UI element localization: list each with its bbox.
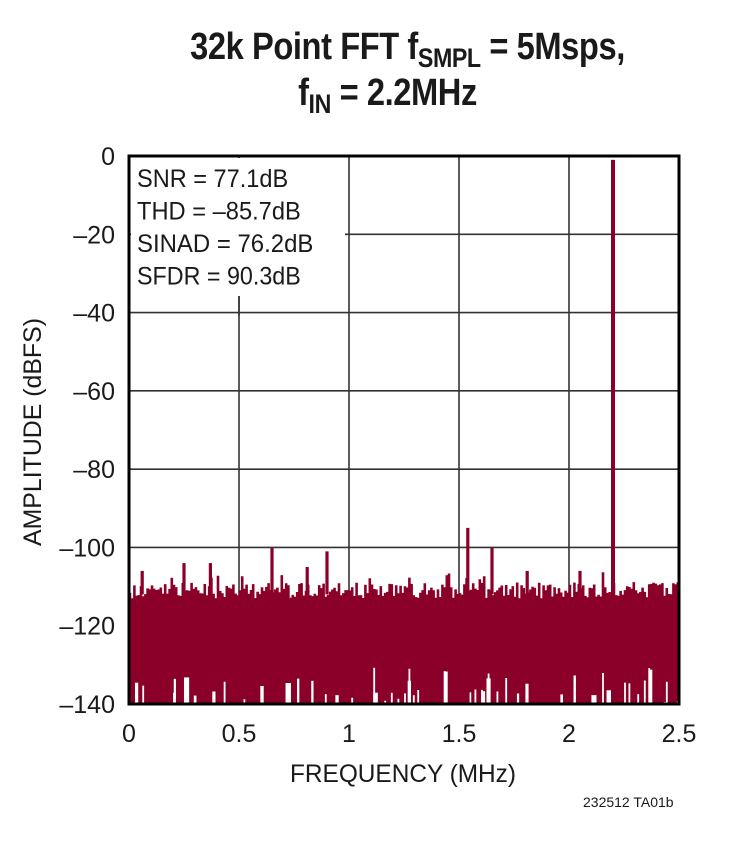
y-tick-label: –100 [59,534,115,562]
chart-title-line2: fIN = 2.2MHz [298,72,477,119]
stats-annotation: SNR = 77.1dB THD = –85.7dB SINAD = 76.2dB S… [137,165,348,316]
x-tick-label: 0 [122,720,136,748]
y-tick-label: –120 [59,613,115,641]
y-axis-ticks: 0 –20 –40 –60 –80 –100 –120 –140 [59,143,115,719]
figure-code: 232512 TA01b [583,794,674,810]
x-tick-label: 2.5 [662,720,697,748]
y-tick-label: 0 [101,143,115,171]
noise-floor [128,572,680,704]
x-axis-ticks: 0 0.5 1 1.5 2 2.5 [122,720,696,748]
x-tick-label: 2 [562,720,576,748]
stats-box-background [131,158,345,296]
x-tick-label: 1 [342,720,356,748]
chart-title-line1: 32k Point FFT fSMPL = 5Msps, [190,26,625,73]
y-tick-label: –20 [73,221,115,249]
stat-line: SNR = 77.1dB [137,165,288,193]
y-tick-label: –40 [73,300,115,328]
y-axis-label: AMPLITUDE (dBFS) [19,318,47,546]
stat-line: SFDR = 90.3dB [137,263,301,291]
x-tick-label: 1.5 [442,720,477,748]
fft-trace [127,159,683,845]
y-tick-label: –80 [73,456,115,484]
x-tick-label: 0.5 [222,720,257,748]
x-axis-label: FREQUENCY (MHz) [290,760,516,788]
plot-frame [127,154,681,706]
y-tick-label: –60 [73,378,115,406]
y-tick-label: –140 [59,691,115,719]
stat-line: THD = –85.7dB [137,198,301,226]
stat-line: SINAD = 76.2dB [137,230,313,258]
